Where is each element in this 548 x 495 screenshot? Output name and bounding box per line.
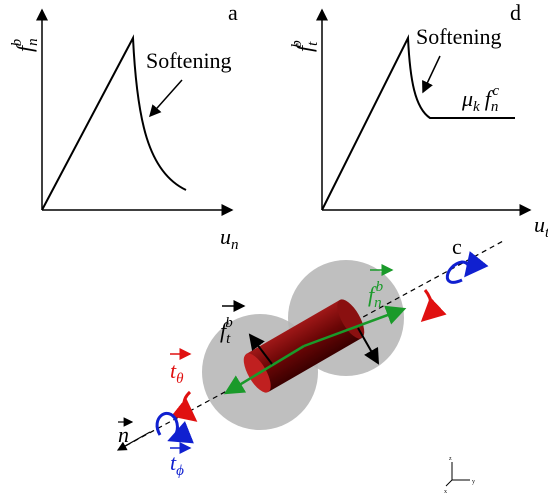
twist-torque-label: tθ [170,358,184,387]
triad-label: x [444,489,447,495]
label-coef: μ [461,86,473,111]
label-sub: n [491,99,499,115]
bending-torque-label: tϕ [170,450,184,479]
label-sup: b [225,315,233,331]
triad: z x y [444,456,475,495]
label-base: u [534,212,545,237]
twist-torque-arrow [423,290,431,320]
x-label: un [220,224,239,253]
panel-letter: a [228,0,238,25]
label-sub: ϕ [176,463,184,479]
label-coef-sub: k [473,99,480,115]
label-sup: b [376,279,384,295]
label-sup: b [289,40,305,48]
label-sub: θ [176,371,184,387]
panel-a: a Softening fnb un [9,0,239,253]
y-label: ftb [289,40,321,52]
panel-c: c fnb ftb tθ tϕ n z [118,234,505,495]
triad-label: y [472,479,475,485]
annotation: Softening [416,24,502,49]
label-sub: n [231,237,239,253]
x-label: ut [534,212,548,241]
annotation: Softening [146,48,232,73]
arrow [423,56,440,92]
label-base: u [220,224,231,249]
label-sup: b [9,38,25,46]
y-label: fnb [9,38,41,52]
label-sup: c [492,83,499,99]
normal-force-label: fnb [368,279,384,311]
panel-letter: d [510,0,521,25]
arrow [150,80,182,116]
label-sub: n [25,38,41,46]
axis-vector-label: n [118,422,129,447]
label-sub: n [374,295,382,311]
figure: a Softening fnb un d Softening ftb ut μk… [0,0,548,495]
panel-letter: c [452,234,462,259]
curve [322,38,515,210]
twist-torque-arrow [184,392,195,420]
label-sub: t [305,41,321,46]
triad-label: z [449,456,452,462]
